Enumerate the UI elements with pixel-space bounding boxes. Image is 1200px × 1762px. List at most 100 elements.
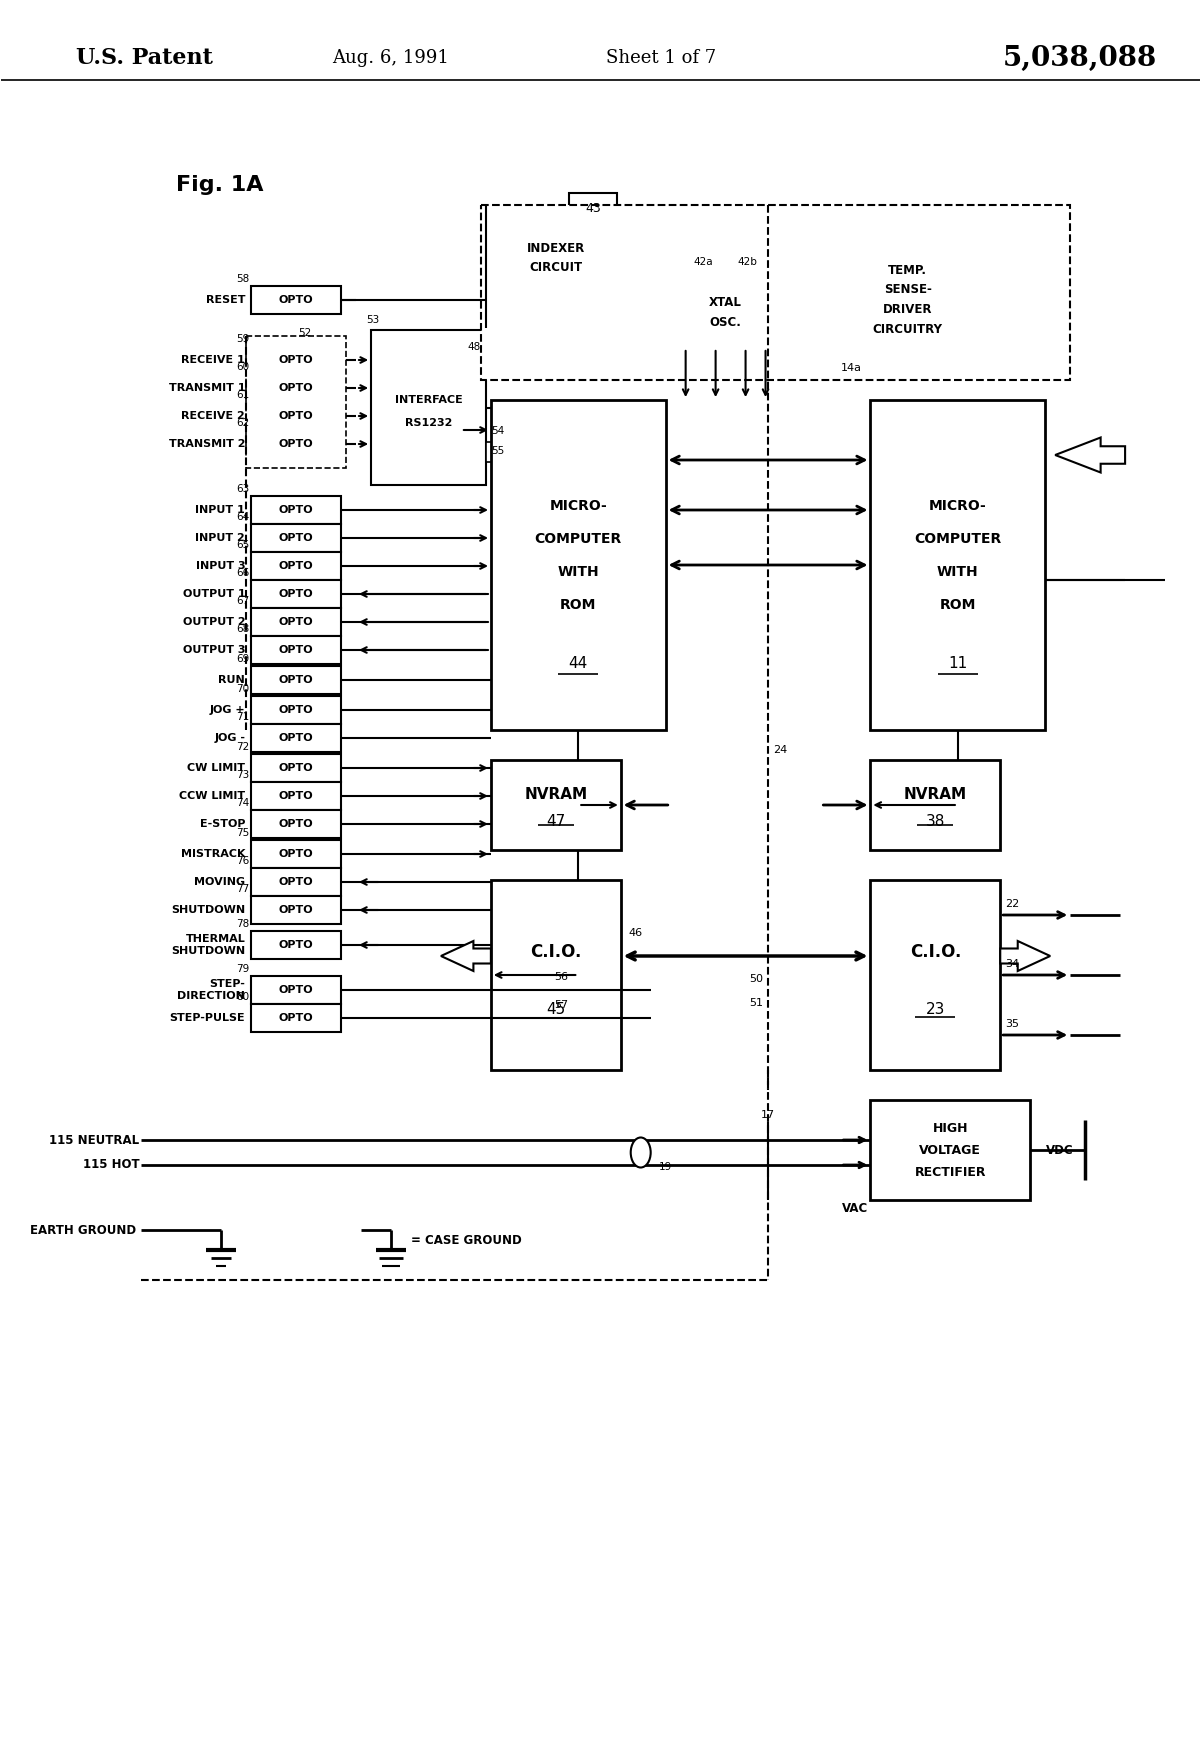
Text: OUTPUT 2: OUTPUT 2 bbox=[182, 617, 245, 627]
Text: OPTO: OPTO bbox=[278, 294, 313, 305]
Text: CCW LIMIT: CCW LIMIT bbox=[179, 791, 245, 802]
Text: 63: 63 bbox=[236, 485, 250, 493]
Text: 57: 57 bbox=[553, 1001, 568, 1010]
Text: 22: 22 bbox=[1006, 899, 1020, 909]
Text: 66: 66 bbox=[236, 567, 250, 578]
Text: 51: 51 bbox=[749, 999, 763, 1008]
Text: VDC: VDC bbox=[1046, 1144, 1074, 1156]
Text: OPTO: OPTO bbox=[278, 939, 313, 950]
Text: VAC: VAC bbox=[842, 1202, 869, 1214]
Bar bbox=[491, 759, 620, 849]
Text: 44: 44 bbox=[569, 657, 588, 671]
Text: 79: 79 bbox=[236, 964, 250, 974]
Text: OPTO: OPTO bbox=[278, 382, 313, 393]
Text: 50: 50 bbox=[749, 974, 763, 983]
Text: 19: 19 bbox=[659, 1163, 672, 1172]
Text: STEP-
DIRECTION: STEP- DIRECTION bbox=[178, 980, 245, 1001]
Text: 73: 73 bbox=[236, 770, 250, 781]
Text: 14a: 14a bbox=[840, 363, 862, 374]
Text: VOLTAGE: VOLTAGE bbox=[919, 1144, 982, 1156]
Bar bbox=[371, 329, 486, 485]
Text: Sheet 1 of 7: Sheet 1 of 7 bbox=[606, 49, 715, 67]
Bar bbox=[251, 636, 341, 664]
Text: 62: 62 bbox=[236, 418, 250, 428]
Ellipse shape bbox=[631, 1138, 650, 1168]
Text: DRIVER: DRIVER bbox=[883, 303, 932, 315]
Text: CIRCUIT: CIRCUIT bbox=[529, 261, 582, 275]
Text: U.S. Patent: U.S. Patent bbox=[77, 48, 214, 69]
Bar bbox=[251, 374, 341, 402]
Text: 58: 58 bbox=[236, 275, 250, 284]
Text: 56: 56 bbox=[554, 973, 568, 981]
Polygon shape bbox=[440, 941, 491, 971]
Text: 45: 45 bbox=[546, 1003, 565, 1017]
Bar bbox=[491, 879, 620, 1070]
Bar bbox=[870, 759, 1001, 849]
Bar bbox=[486, 442, 504, 462]
Text: ROM: ROM bbox=[940, 597, 976, 611]
Bar bbox=[830, 248, 985, 358]
Text: 65: 65 bbox=[236, 539, 250, 550]
Text: 46: 46 bbox=[629, 929, 643, 937]
Text: OPTO: OPTO bbox=[278, 906, 313, 914]
Text: OPTO: OPTO bbox=[278, 645, 313, 655]
Text: JOG -: JOG - bbox=[214, 733, 245, 744]
Bar bbox=[251, 285, 341, 314]
Bar bbox=[251, 696, 341, 724]
Text: 53: 53 bbox=[366, 315, 379, 324]
Text: 52: 52 bbox=[299, 328, 312, 338]
Text: RS1232: RS1232 bbox=[404, 418, 452, 428]
Text: ROM: ROM bbox=[560, 597, 596, 611]
Bar bbox=[251, 430, 341, 458]
Text: 75: 75 bbox=[236, 828, 250, 839]
Text: INPUT 2: INPUT 2 bbox=[196, 532, 245, 543]
Text: TRANSMIT 2: TRANSMIT 2 bbox=[169, 439, 245, 449]
Text: RUN: RUN bbox=[218, 675, 245, 685]
Text: 71: 71 bbox=[236, 712, 250, 722]
Text: INDEXER: INDEXER bbox=[527, 241, 584, 255]
Text: 78: 78 bbox=[236, 920, 250, 929]
Text: 38: 38 bbox=[925, 814, 946, 828]
Text: 67: 67 bbox=[236, 596, 250, 606]
Text: RESET: RESET bbox=[205, 294, 245, 305]
Text: 64: 64 bbox=[236, 513, 250, 522]
Text: 68: 68 bbox=[236, 624, 250, 634]
Bar bbox=[251, 840, 341, 869]
Text: HIGH: HIGH bbox=[932, 1121, 968, 1135]
Text: WITH: WITH bbox=[937, 564, 979, 578]
Text: 59: 59 bbox=[236, 335, 250, 344]
Text: EARTH GROUND: EARTH GROUND bbox=[30, 1223, 137, 1237]
Text: RECEIVE 2: RECEIVE 2 bbox=[181, 411, 245, 421]
Text: OPTO: OPTO bbox=[278, 675, 313, 685]
Text: INPUT 1: INPUT 1 bbox=[196, 506, 245, 515]
Text: 74: 74 bbox=[236, 798, 250, 809]
Text: 70: 70 bbox=[236, 684, 250, 694]
Text: 76: 76 bbox=[236, 856, 250, 865]
Bar bbox=[251, 666, 341, 694]
Text: XTAL: XTAL bbox=[709, 296, 742, 310]
Text: CW LIMIT: CW LIMIT bbox=[187, 763, 245, 774]
Text: 69: 69 bbox=[236, 654, 250, 664]
Text: OPTO: OPTO bbox=[278, 819, 313, 828]
Text: OPTO: OPTO bbox=[278, 1013, 313, 1024]
Text: MICRO-: MICRO- bbox=[929, 499, 986, 513]
Text: 80: 80 bbox=[236, 992, 250, 1003]
Text: TEMP.: TEMP. bbox=[888, 264, 928, 277]
Text: TRANSMIT 1: TRANSMIT 1 bbox=[169, 382, 245, 393]
Bar bbox=[251, 495, 341, 523]
Text: JOG +: JOG + bbox=[210, 705, 245, 715]
Text: COMPUTER: COMPUTER bbox=[535, 532, 622, 546]
Text: 35: 35 bbox=[1006, 1018, 1019, 1029]
Text: OPTO: OPTO bbox=[278, 439, 313, 449]
Text: 43: 43 bbox=[584, 201, 601, 215]
Text: COMPUTER: COMPUTER bbox=[914, 532, 1002, 546]
Text: OSC.: OSC. bbox=[709, 317, 742, 329]
Bar bbox=[251, 724, 341, 752]
Text: 42b: 42b bbox=[738, 257, 757, 268]
Polygon shape bbox=[1001, 941, 1050, 971]
Text: 24: 24 bbox=[773, 745, 787, 754]
Text: 72: 72 bbox=[236, 742, 250, 752]
Text: OPTO: OPTO bbox=[278, 985, 313, 996]
Text: OPTO: OPTO bbox=[278, 763, 313, 774]
Text: OUTPUT 3: OUTPUT 3 bbox=[182, 645, 245, 655]
